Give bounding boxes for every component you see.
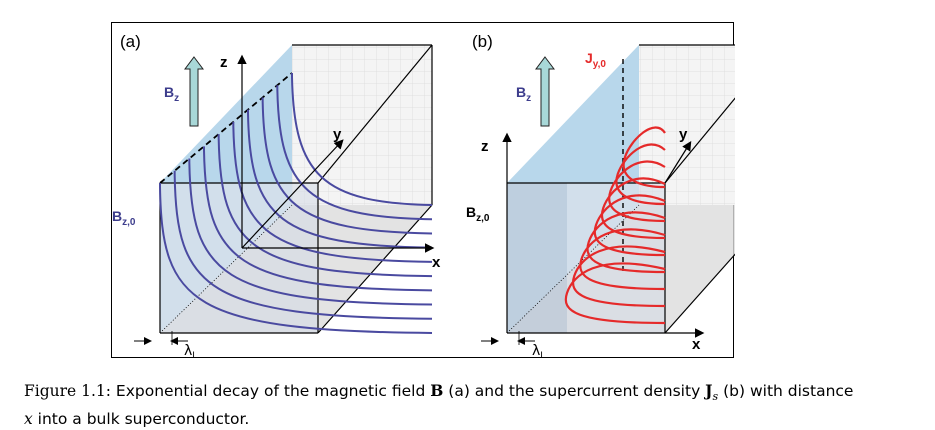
panel-a: (a) Bz Bz,0 z y x λL [112, 32, 441, 359]
svg-text:λL: λL [532, 343, 545, 359]
panel-a-field-arrow-icon [184, 56, 204, 127]
panel-b-axis-y-label: y [679, 126, 688, 143]
svg-text:Bz: Bz [164, 84, 179, 104]
svg-text:Bz,0: Bz,0 [466, 204, 490, 224]
panel-a-y-axis [241, 139, 344, 249]
panel-a-label: (a) [120, 32, 141, 51]
panel-a-field-curves [159, 73, 433, 334]
field-decay-curve [188, 158, 433, 306]
panel-a-axis-z-label: z [220, 54, 228, 71]
panel-b-field-arrow-icon [535, 56, 555, 127]
panel-b-edge-sub: z,0 [476, 213, 490, 224]
caption-text-2: (a) and the supercurrent density [443, 382, 706, 400]
panel-a-axis-y-label: y [333, 126, 342, 143]
field-decay-curve [232, 121, 433, 263]
figure-caption: Figure 1.1: Exponential decay of the mag… [24, 380, 914, 430]
panel-b-field-sub: z [526, 93, 531, 104]
panel-b-current-label: J [585, 50, 593, 66]
panel-b-current-sub: y,0 [593, 59, 607, 70]
current-density-curve [593, 194, 666, 257]
svg-text:Bz: Bz [516, 84, 531, 104]
field-decay-curve [217, 134, 433, 278]
figure-drawing: (a) Bz Bz,0 z y x λL [112, 32, 735, 359]
figure-frame: (a) Bz Bz,0 z y x λL [111, 22, 735, 359]
panel-b-lambda: λ [532, 343, 540, 359]
svg-text:λL: λL [184, 343, 197, 359]
panel-b-label: (b) [472, 32, 493, 51]
field-decay-curve [276, 85, 433, 221]
panel-a-edge-sub: z,0 [122, 217, 136, 228]
caption-symbol-j: J [705, 381, 713, 400]
panel-b-field-label: B [516, 84, 526, 100]
field-decay-curve [247, 109, 433, 249]
panel-b-current-curves [564, 126, 666, 325]
field-decay-curve [291, 73, 433, 206]
caption-symbol-x: x [24, 410, 33, 429]
current-density-curve [608, 160, 666, 223]
current-density-curve [572, 245, 666, 308]
caption-text-4: into a bulk superconductor. [32, 410, 250, 429]
svg-text:Bz,0: Bz,0 [112, 208, 136, 228]
panel-b-edge-label: B [466, 204, 476, 220]
panel-b: (b) Bz Jy,0 Bz,0 z y x λL [466, 32, 735, 359]
current-density-curve [586, 211, 666, 274]
panel-a-field-sub: z [174, 93, 179, 104]
field-decay-curve [159, 183, 433, 334]
caption-symbol-b: B [430, 381, 444, 400]
caption-prefix: Figure 1.1: [24, 382, 111, 400]
panel-a-axis-x-label: x [432, 254, 441, 271]
panel-b-axis-x-label: x [692, 336, 701, 353]
caption-text-1: Exponential decay of the magnetic field [111, 382, 431, 400]
svg-text:Jy,0: Jy,0 [585, 50, 606, 70]
current-density-curve [600, 177, 666, 240]
panel-a-field-label: B [164, 84, 174, 100]
panel-a-lambda-sub: L [192, 351, 197, 359]
field-decay-curve [173, 170, 433, 320]
current-density-curve [622, 126, 666, 189]
field-decay-curve [203, 146, 433, 292]
panel-a-lambda: λ [184, 343, 192, 359]
field-decay-curve [261, 97, 433, 235]
current-density-curve [615, 143, 666, 206]
panel-b-y-axis [664, 140, 692, 184]
panel-a-edge-label: B [112, 208, 122, 224]
caption-text-3: (b) with distance [718, 382, 854, 400]
current-density-curve [579, 228, 666, 291]
current-density-curve [564, 262, 666, 325]
panel-b-axis-z-label: z [481, 138, 489, 155]
panel-b-lambda-sub: L [540, 351, 545, 359]
caption-symbol-s: s [712, 390, 719, 404]
